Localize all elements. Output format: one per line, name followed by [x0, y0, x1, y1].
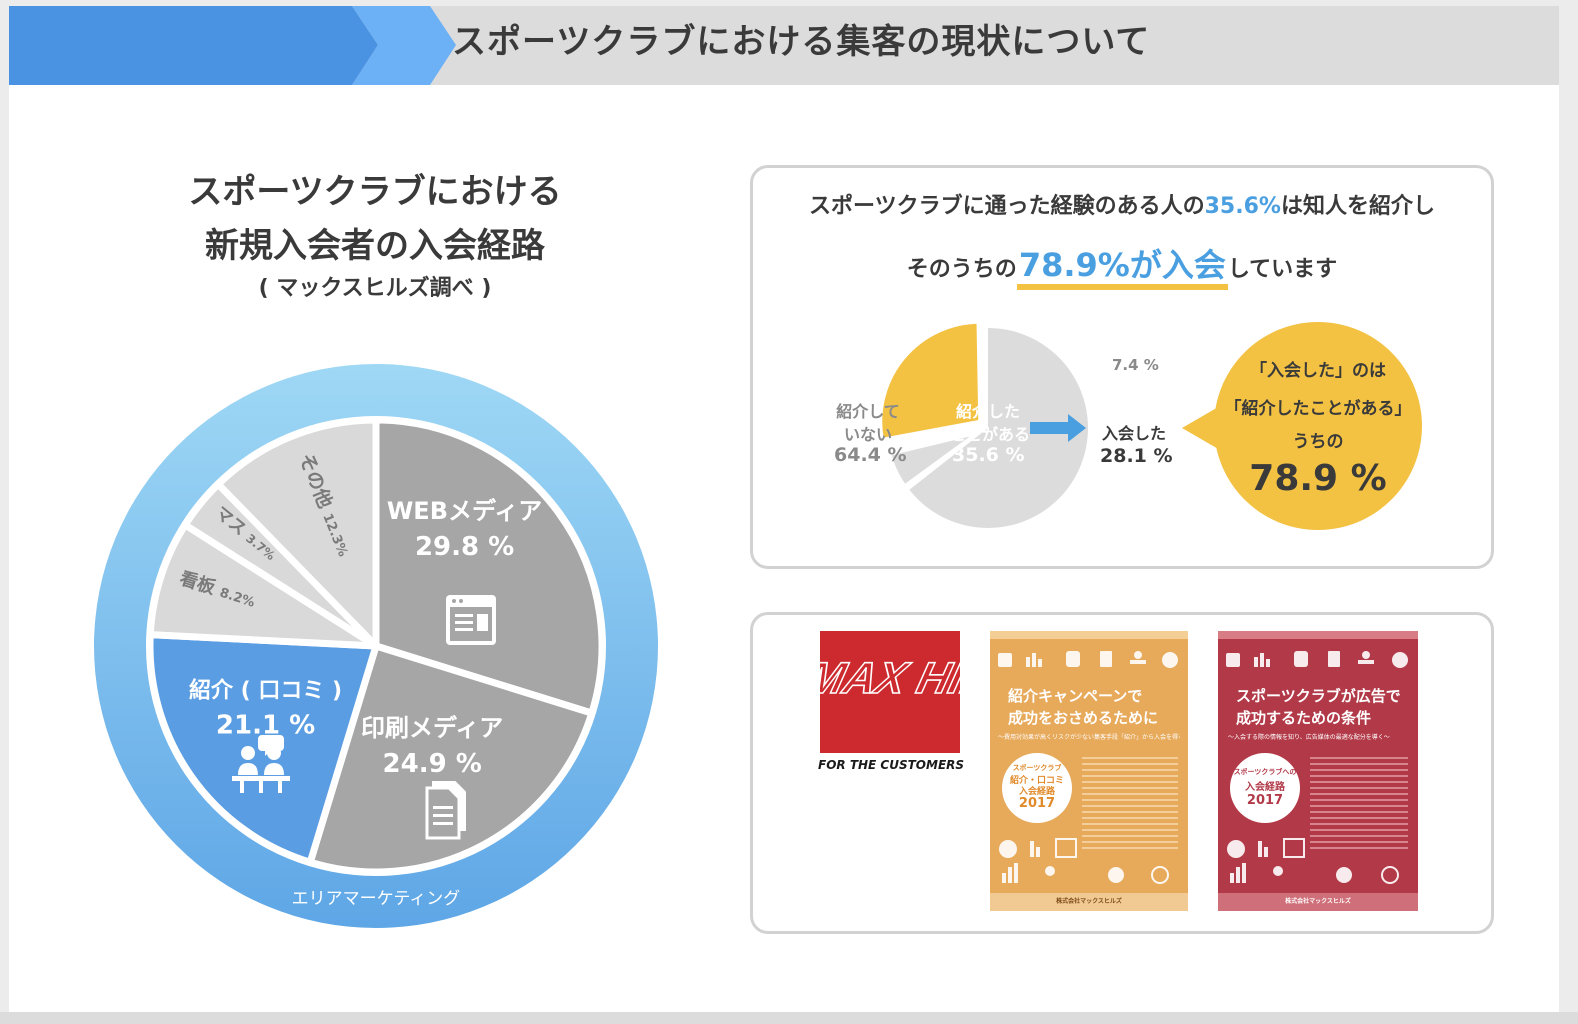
booklet-referral-campaign: 紹介キャンペーンで 成功をおさめるために 〜費用対効果が高くリスクが少ない集客手… [990, 631, 1188, 911]
booklet2-top-band [1218, 631, 1418, 639]
label-not-referred-2: いない [843, 425, 892, 444]
booklet2-badge-line2: 入会経路 [1245, 782, 1285, 793]
browser-window-icon [446, 595, 496, 645]
booklet2-badge: スポーツクラブへの 入会経路 2017 [1230, 753, 1300, 823]
main-pie-label-2: 印刷メディア 24.9 % [361, 714, 503, 779]
booklet2-title-line1: スポーツクラブが広告で [1236, 687, 1401, 705]
referral-line1-pre: スポーツクラブに通った経験のある人の [809, 194, 1205, 219]
booklet2-sport-icons [1226, 651, 1408, 668]
label-referred-pct: 35.6 % [952, 444, 1025, 466]
booklet1-top-band [990, 631, 1188, 639]
main-pie-slice-1 [372, 416, 606, 717]
booklet1-chart-icons [999, 838, 1169, 884]
booklet2-chart-icons [1227, 838, 1399, 884]
referral-line2-pre: そのうちの [906, 257, 1017, 282]
booklet1-footer-band [990, 893, 1188, 911]
label-small-pct: 7.4 % [1112, 356, 1159, 374]
header-chevron-light [352, 6, 456, 85]
main-pie-slice-4 [146, 521, 380, 650]
referral-pie-slice-joined [880, 320, 983, 443]
main-chart-title-line1: スポーツクラブにおける [188, 172, 562, 212]
page-title: スポーツクラブにおける集客の現状について [452, 22, 1151, 62]
ring-label: エリアマーケティング [292, 889, 461, 909]
referral-pie-slice-not-referred [909, 328, 1088, 528]
label-not-referred-1: 紹介して [836, 402, 900, 421]
booklet2-footer: 株式会社マックスヒルズ [1285, 898, 1351, 905]
booklet1-badge-line3: 入会経路 [1018, 787, 1055, 797]
referral-pie-slice-not-joined [887, 430, 981, 490]
referral-pie-chart [880, 320, 1088, 528]
main-pie-slice-2 [306, 642, 596, 876]
main-pie-chart: WEBメディア 29.8 % 印刷メディア 24.9 % 紹介 ( 口コミ ) 21.1 … [94, 364, 658, 928]
booklet1-body-text [1082, 757, 1178, 849]
bubble-line1: 「入会した」のは [1250, 361, 1386, 381]
booklet1-title-line1: 紹介キャンペーンで [1008, 687, 1143, 705]
logo-text: MAX HILLS [820, 655, 960, 703]
main-chart-source: ( マックスヒルズ調べ ) [258, 276, 492, 301]
label-referred-1: 紹介した [955, 402, 1020, 421]
booklet1-badge-line2: 紹介・口コミ [1009, 776, 1064, 786]
booklet1-sport-icons [998, 651, 1178, 668]
booklet2-body-text [1310, 757, 1408, 849]
logo-tagline: FOR THE CUSTOMERS [818, 758, 965, 772]
logo-mark: MAX HILLS [820, 654, 960, 704]
referral-line2-post: しています [1227, 257, 1338, 282]
booklet2-footer-band [1218, 893, 1418, 911]
bubble-value: 78.9 % [1249, 458, 1387, 499]
referral-line1-post: は知人を紹介し [1280, 194, 1435, 219]
arrow-right-icon [1030, 414, 1086, 442]
bubble-line3: うちの [1292, 432, 1344, 452]
speech-bubble [1182, 322, 1422, 530]
label-joined-pct: 28.1 % [1100, 445, 1173, 467]
header-chevrons [9, 6, 456, 85]
label-not-referred-pct: 64.4 % [834, 444, 907, 466]
referral-stat-line1: スポーツクラブに通った経験のある人の35.6%は知人を紹介し [753, 188, 1491, 220]
booklet-advertising-success: スポーツクラブが広告で 成功するための条件 〜入会する際の情報を知り、広告媒体の… [1218, 631, 1418, 911]
booklet2-title-line2: 成功するための条件 [1236, 709, 1372, 727]
booklet1-title-line2: 成功をおさめるために [1008, 709, 1159, 727]
referral-line1-pct: 35.6% [1204, 194, 1281, 219]
booklet1-subtitle: 〜費用対効果が高くリスクが少ない集客手段「紹介」から入会を得る〜 [998, 734, 1180, 741]
booklet1-badge-line1: スポーツクラブ [1012, 764, 1062, 772]
booklet1-footer: 株式会社マックスヒルズ [1056, 898, 1122, 905]
company-logo: MAX HILLS [820, 631, 960, 753]
main-pie-label-3: 紹介 ( 口コミ ) 21.1 % [189, 678, 342, 741]
booklet2-subtitle: 〜入会する際の情報を知り、広告媒体の最適な配分を導く〜 [1228, 734, 1390, 741]
header-chevron-dark [9, 6, 378, 85]
booklet2-badge-line1: スポーツクラブへの [1233, 768, 1297, 776]
documents-icon [425, 781, 466, 840]
bottom-strip [0, 1012, 1578, 1024]
main-pie-slice-6 [214, 416, 380, 650]
label-referred-2: ことがある [950, 425, 1031, 444]
referral-line2-highlight: 78.9%が入会 [1016, 246, 1228, 290]
booklet2-badge-year: 2017 [1246, 793, 1284, 808]
referral-stat-line2: そのうちの78.9%が入会しています [753, 240, 1491, 290]
main-chart-title-line2: 新規入会者の入会経路 [205, 226, 545, 266]
label-joined: 入会した [1102, 424, 1167, 443]
booklet1-badge: スポーツクラブ 紹介・口コミ 入会経路 2017 [1002, 753, 1072, 823]
booklet1-badge-year: 2017 [1018, 796, 1056, 811]
main-pie-label-1: WEBメディア 29.8 % [387, 497, 542, 562]
bubble-line2: 「紹介したことがある」 [1224, 399, 1412, 419]
meeting-people-icon [232, 735, 290, 793]
